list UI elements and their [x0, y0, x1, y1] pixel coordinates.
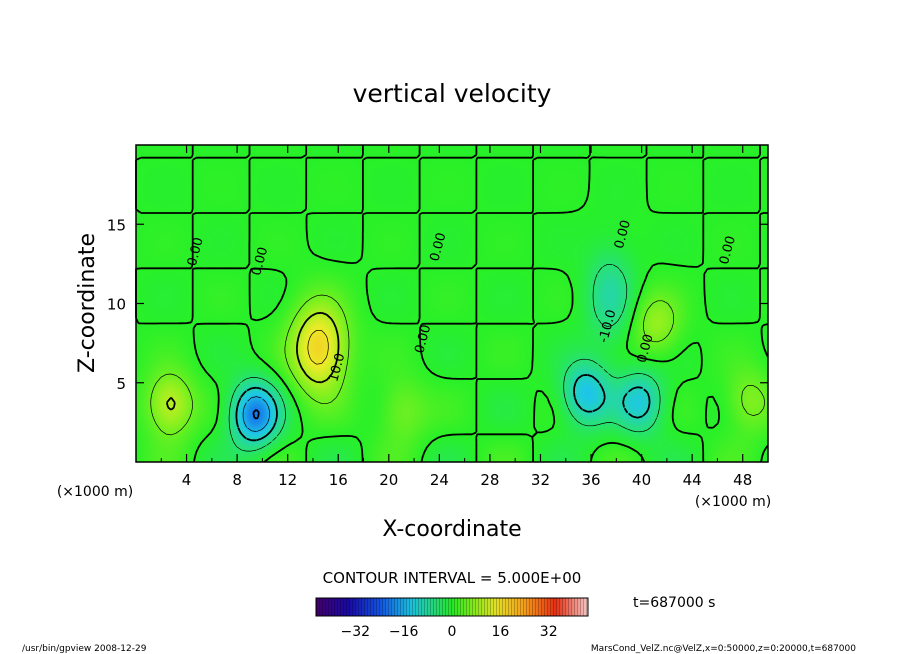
x-unit-left: (×1000 m) [57, 484, 133, 500]
contour-line [242, 396, 271, 432]
contour-label: 0.00 [185, 236, 207, 268]
contour-line [165, 311, 340, 411]
contour-label: 10.0 [326, 352, 348, 384]
x-tick-label: 36 [581, 471, 600, 489]
chart-title: vertical velocity [353, 79, 552, 108]
contour-line [150, 294, 766, 436]
x-axis-label: X-coordinate [382, 517, 521, 542]
colorbar-tick-label: 32 [540, 624, 558, 640]
x-axis: 4 8 12 16 20 24 28 32 36 40 44 48 [160, 145, 752, 489]
x-tick-label: 4 [182, 471, 192, 489]
y-axis: 5 10 15 [107, 216, 768, 393]
contour-line [228, 263, 661, 452]
contour-line [235, 373, 651, 442]
colorbar-tick-label: 16 [491, 624, 509, 640]
y-axis-label: Z-coordinate [75, 233, 100, 373]
contour-lines [135, 144, 769, 463]
colorbar-frame [315, 597, 589, 617]
x-tick-label: 44 [683, 471, 702, 489]
contour-interval: CONTOUR INTERVAL = 5.000E+00 [323, 569, 582, 587]
x-tick-label: 40 [632, 471, 651, 489]
contour-line [307, 329, 329, 365]
contour-label: 0.00 [612, 219, 634, 251]
x-unit-right: (×1000 m) [695, 494, 771, 510]
x-tick-label: 12 [278, 471, 297, 489]
footer-right: MarsCond_VelZ.nc@VelZ,x=0:50000,z=0:2000… [591, 644, 856, 654]
x-tick-label: 32 [531, 471, 550, 489]
colorbar-ticks: −32 −16 0 16 32 [341, 624, 558, 640]
x-tick-label: 48 [733, 471, 752, 489]
contour-label: 0.00 [635, 333, 657, 365]
colorbar-tick-label: 0 [448, 624, 457, 640]
x-tick-label: 16 [329, 471, 348, 489]
y-tick-label: 15 [107, 216, 126, 234]
colorbar-gradient [316, 598, 588, 616]
x-tick-label: 28 [480, 471, 499, 489]
x-tick-label: 24 [430, 471, 449, 489]
contour-label: 0.00 [412, 323, 434, 355]
contour-line [252, 409, 260, 420]
footer-left: /usr/bin/gpview 2008-12-29 [22, 644, 147, 654]
colorbar: −32 −16 0 16 32 [315, 597, 589, 640]
colorbar-tick-label: −16 [389, 624, 419, 640]
x-tick-label: 20 [379, 471, 398, 489]
contour-label: 0.00 [428, 231, 450, 263]
y-tick-label: 10 [107, 296, 126, 314]
contour-label: 0.00 [249, 245, 271, 277]
x-tick-label: 8 [232, 471, 242, 489]
heatmap-field [136, 145, 768, 462]
colorbar-tick-label: −32 [341, 624, 371, 640]
y-tick-label: 5 [116, 375, 126, 393]
contour-label: 0.00 [717, 234, 739, 266]
time-label: t=687000 s [633, 595, 715, 611]
